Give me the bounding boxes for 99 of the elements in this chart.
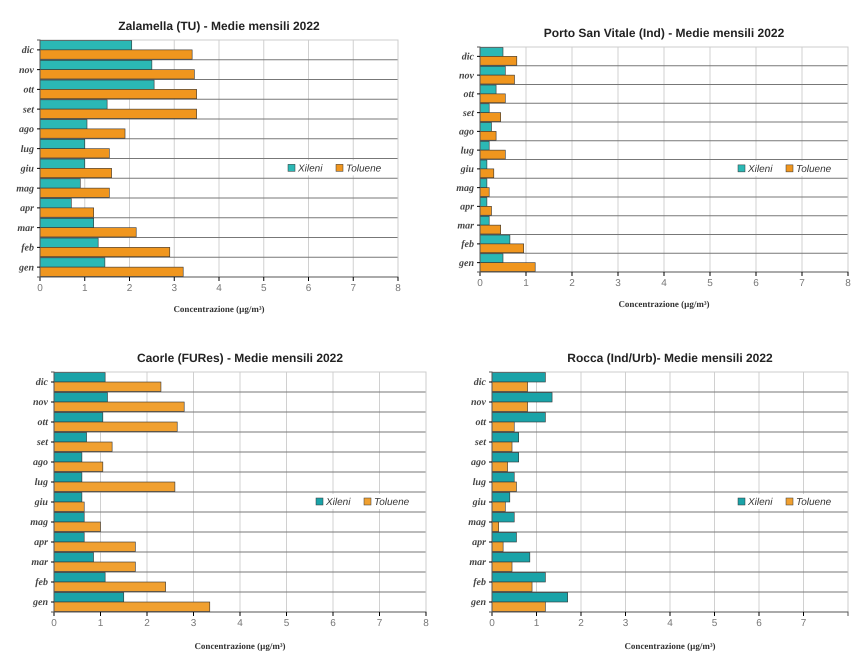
y-tick-label: ott — [475, 417, 488, 428]
y-tick-label: apr — [34, 537, 48, 548]
y-tick-label: mag — [456, 182, 474, 194]
x-tick-label: 6 — [756, 618, 762, 630]
x-tick-label: 3 — [190, 618, 197, 630]
legend-label: Xileni — [325, 497, 352, 508]
chart-title: Caorle (FURes) - Medie mensili 2022 — [136, 351, 344, 365]
y-tick-label: gen — [18, 262, 34, 274]
y-tick-label: set — [36, 437, 50, 448]
y-tick-label: ott — [37, 417, 50, 428]
y-tick-label: ago — [33, 457, 48, 468]
x-tick-label: 0 — [477, 278, 484, 290]
y-tick-label: gen — [458, 258, 474, 269]
x-tick-label: 2 — [578, 618, 584, 630]
x-axis-title: Concentrazione (µg/m³) — [194, 641, 286, 651]
x-tick-label: 7 — [800, 618, 807, 630]
x-tick-label: 8 — [845, 278, 852, 290]
y-tick-label: giu — [20, 164, 34, 175]
x-tick-label: 2 — [144, 618, 150, 630]
y-tick-label: apr — [472, 537, 486, 548]
x-axis-title: Concentrazione (µg/m³) — [624, 641, 716, 651]
x-tick-label: 3 — [171, 283, 178, 294]
y-tick-label: giu — [460, 164, 474, 176]
legend-label: Toluene — [796, 164, 832, 175]
x-tick-label: 1 — [534, 618, 540, 630]
x-tick-label: 6 — [753, 278, 760, 290]
y-tick-label: mag — [16, 183, 34, 194]
legend-label: Toluene — [796, 497, 832, 508]
x-tick-label: 0 — [37, 283, 44, 294]
y-tick-label: dic — [474, 377, 487, 388]
y-tick-label: mar — [17, 222, 34, 234]
x-tick-label: 1 — [523, 278, 530, 290]
x-tick-label: 7 — [799, 278, 806, 290]
x-tick-label: 4 — [661, 278, 668, 290]
chart-title: Rocca (Ind/Urb)- Medie mensili 2022 — [567, 351, 774, 365]
y-tick-label: nov — [33, 397, 49, 408]
x-tick-label: 7 — [376, 618, 383, 630]
y-tick-label: lug — [460, 145, 474, 156]
y-tick-label: feb — [461, 239, 474, 250]
legend-label: Xileni — [747, 164, 774, 175]
y-tick-label: feb — [35, 577, 48, 588]
x-tick-label: 6 — [306, 283, 312, 294]
y-tick-label: mag — [30, 517, 48, 528]
y-tick-label: feb — [21, 242, 34, 254]
x-tick-label: 5 — [260, 283, 267, 294]
y-tick-label: apr — [20, 203, 34, 214]
x-tick-label: 6 — [330, 618, 336, 630]
y-tick-label: feb — [473, 577, 486, 588]
y-tick-label: lug — [34, 477, 48, 488]
x-tick-label: 8 — [395, 283, 402, 294]
y-tick-label: gen — [470, 597, 486, 608]
legend-label: Xileni — [297, 163, 324, 174]
y-tick-label: mag — [468, 517, 486, 528]
x-tick-label: 3 — [615, 278, 622, 290]
x-tick-label: 1 — [82, 283, 88, 294]
y-tick-label: ago — [19, 124, 34, 136]
legend-label: Toluene — [374, 497, 410, 508]
y-tick-label: ott — [23, 84, 36, 96]
legend-label: Xileni — [747, 497, 774, 508]
x-tick-label: 1 — [98, 618, 104, 630]
x-tick-label: 3 — [622, 618, 629, 630]
x-tick-label: 2 — [126, 283, 133, 294]
chart-title: Zalamella (TU) - Medie mensili 2022 — [118, 19, 320, 33]
y-tick-label: apr — [460, 202, 474, 213]
x-axis-title: Concentrazione (µg/m³) — [618, 299, 710, 309]
y-tick-label: set — [462, 108, 476, 119]
y-tick-label: ago — [459, 126, 474, 138]
x-tick-label: 2 — [569, 278, 576, 290]
y-tick-label: mar — [31, 557, 48, 568]
y-tick-label: giu — [34, 497, 48, 508]
chart-title: Porto San Vitale (Ind) - Medie mensili 2022 — [544, 26, 785, 40]
x-tick-label: 4 — [237, 618, 244, 630]
x-tick-label: 0 — [51, 618, 58, 630]
x-tick-label: 5 — [707, 278, 714, 290]
y-tick-label: lug — [472, 477, 486, 488]
y-tick-label: nov — [471, 397, 487, 408]
y-tick-label: nov — [19, 64, 35, 76]
x-tick-label: 5 — [712, 618, 718, 630]
x-tick-label: 5 — [284, 618, 290, 630]
x-tick-label: 8 — [423, 618, 430, 630]
y-tick-label: ago — [471, 457, 486, 468]
y-tick-label: gen — [32, 597, 48, 608]
y-tick-label: dic — [462, 52, 475, 63]
y-tick-label: mar — [469, 557, 486, 568]
y-tick-label: set — [22, 104, 36, 116]
y-tick-label: dic — [22, 45, 35, 56]
y-tick-label: ott — [463, 89, 476, 100]
x-tick-label: 4 — [216, 283, 222, 294]
y-tick-label: mar — [457, 220, 474, 232]
y-tick-label: dic — [36, 377, 49, 388]
x-tick-label: 0 — [489, 618, 496, 630]
y-tick-label: lug — [20, 144, 34, 155]
y-tick-label: set — [474, 437, 488, 448]
x-tick-label: 7 — [350, 283, 356, 294]
x-axis-title: Concentrazione (µg/m³) — [173, 304, 265, 314]
legend-label: Toluene — [346, 163, 382, 174]
y-tick-label: nov — [459, 70, 475, 82]
y-tick-label: giu — [472, 497, 486, 508]
x-tick-label: 4 — [667, 618, 674, 630]
